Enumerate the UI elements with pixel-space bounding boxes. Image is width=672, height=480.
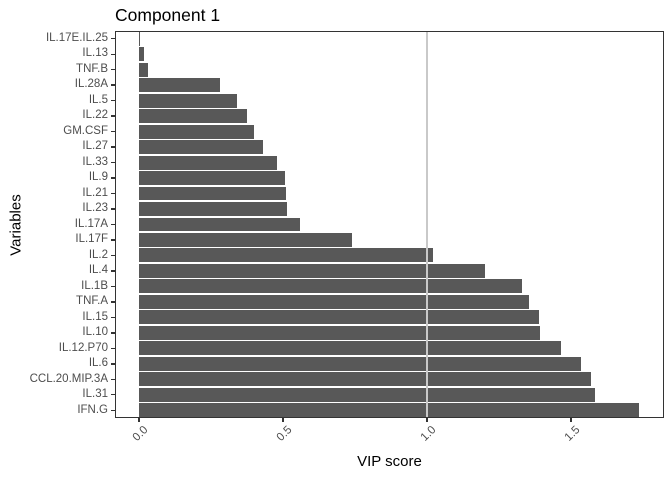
y-axis-label: IL.5 xyxy=(88,93,108,106)
x-axis-tick-label: 0.5 xyxy=(274,424,295,444)
y-axis-label: IL.15 xyxy=(82,310,108,323)
bar xyxy=(139,124,255,139)
x-axis-tick xyxy=(138,418,140,422)
y-axis-tick xyxy=(111,38,115,40)
y-axis-tick xyxy=(111,177,115,179)
y-axis-tick xyxy=(111,130,115,133)
y-axis-tick xyxy=(111,332,115,334)
y-axis-tick xyxy=(111,347,115,350)
y-axis-label: GM.CSF xyxy=(63,124,108,137)
y-axis-tick xyxy=(111,192,115,195)
y-axis-label: IL.21 xyxy=(82,186,108,199)
y-axis-label: TNF.A xyxy=(76,295,108,308)
bar xyxy=(139,217,301,232)
y-axis-label: IL.31 xyxy=(82,388,108,401)
y-axis-tick xyxy=(111,146,115,148)
bar xyxy=(139,140,263,155)
bar xyxy=(139,279,523,294)
bar xyxy=(139,155,278,170)
y-axis-label: IL.4 xyxy=(88,264,108,277)
x-axis-title: VIP score xyxy=(357,453,422,470)
y-axis-tick xyxy=(111,409,115,411)
bar xyxy=(139,31,141,46)
y-axis-label: IL.1B xyxy=(81,279,108,292)
bar xyxy=(139,356,582,371)
x-axis-tick xyxy=(282,418,284,422)
bar xyxy=(139,248,433,263)
y-axis-label: IL.6 xyxy=(88,357,108,370)
y-axis-tick xyxy=(111,53,115,55)
y-axis-tick xyxy=(111,285,115,288)
y-axis-tick xyxy=(111,223,115,226)
y-axis-label: IL.33 xyxy=(82,155,108,168)
bar xyxy=(139,171,286,186)
y-axis-tick xyxy=(111,99,115,102)
y-axis-label: CCL.20.MIP.3A xyxy=(29,372,108,385)
bar xyxy=(139,93,237,108)
y-axis-label: IL.10 xyxy=(82,326,108,339)
bar xyxy=(139,109,247,124)
y-axis-tick xyxy=(111,394,115,396)
y-axis-label: IL.2 xyxy=(88,248,108,261)
x-axis-tick xyxy=(426,418,428,422)
reference-line xyxy=(426,32,428,417)
y-axis-tick xyxy=(111,316,115,319)
y-axis-label: IL.13 xyxy=(82,47,108,60)
y-axis-tick xyxy=(111,69,115,71)
y-axis-tick xyxy=(111,161,115,164)
y-axis-tick xyxy=(111,208,115,210)
y-axis-tick xyxy=(111,115,115,117)
y-axis-title: Variables xyxy=(7,194,25,256)
bar xyxy=(139,263,485,278)
y-axis-tick xyxy=(111,301,115,303)
bar xyxy=(139,47,145,62)
y-axis-label: TNF.B xyxy=(76,62,108,75)
y-axis-label: IL.12.P70 xyxy=(58,341,108,354)
y-axis-label: IL.9 xyxy=(88,171,108,184)
y-axis-label: IL.23 xyxy=(82,202,108,215)
y-axis-tick xyxy=(111,270,115,272)
y-axis-tick xyxy=(111,378,115,380)
y-axis-label: IL.22 xyxy=(82,109,108,122)
y-axis-label: IL.17A xyxy=(74,217,108,230)
y-axis-label: IFN.G xyxy=(77,403,108,416)
bar xyxy=(139,294,530,309)
y-axis-tick xyxy=(111,84,115,86)
bar xyxy=(139,62,148,77)
x-axis-tick-label: 1.5 xyxy=(562,424,583,444)
x-axis-tick-label: 0.0 xyxy=(130,424,151,444)
bar xyxy=(139,202,288,216)
bar xyxy=(139,372,592,387)
bar xyxy=(139,233,353,247)
y-axis-label: IL.17E.IL.25 xyxy=(45,32,108,44)
y-axis-label: IL.17F xyxy=(75,233,108,246)
bar xyxy=(139,186,286,201)
bar xyxy=(139,387,595,402)
bar xyxy=(139,403,639,418)
y-axis-label: IL.28A xyxy=(74,78,108,91)
bar xyxy=(139,341,561,356)
x-axis-tick xyxy=(570,418,572,422)
y-axis-tick xyxy=(111,363,115,365)
bar xyxy=(139,310,540,325)
y-axis-tick xyxy=(111,254,115,257)
bar xyxy=(139,325,540,340)
x-axis-tick-label: 1.0 xyxy=(418,424,439,444)
y-axis-label: IL.27 xyxy=(82,140,108,153)
chart-title: Component 1 xyxy=(115,5,221,25)
y-axis-tick xyxy=(111,239,115,241)
bar xyxy=(139,78,220,93)
